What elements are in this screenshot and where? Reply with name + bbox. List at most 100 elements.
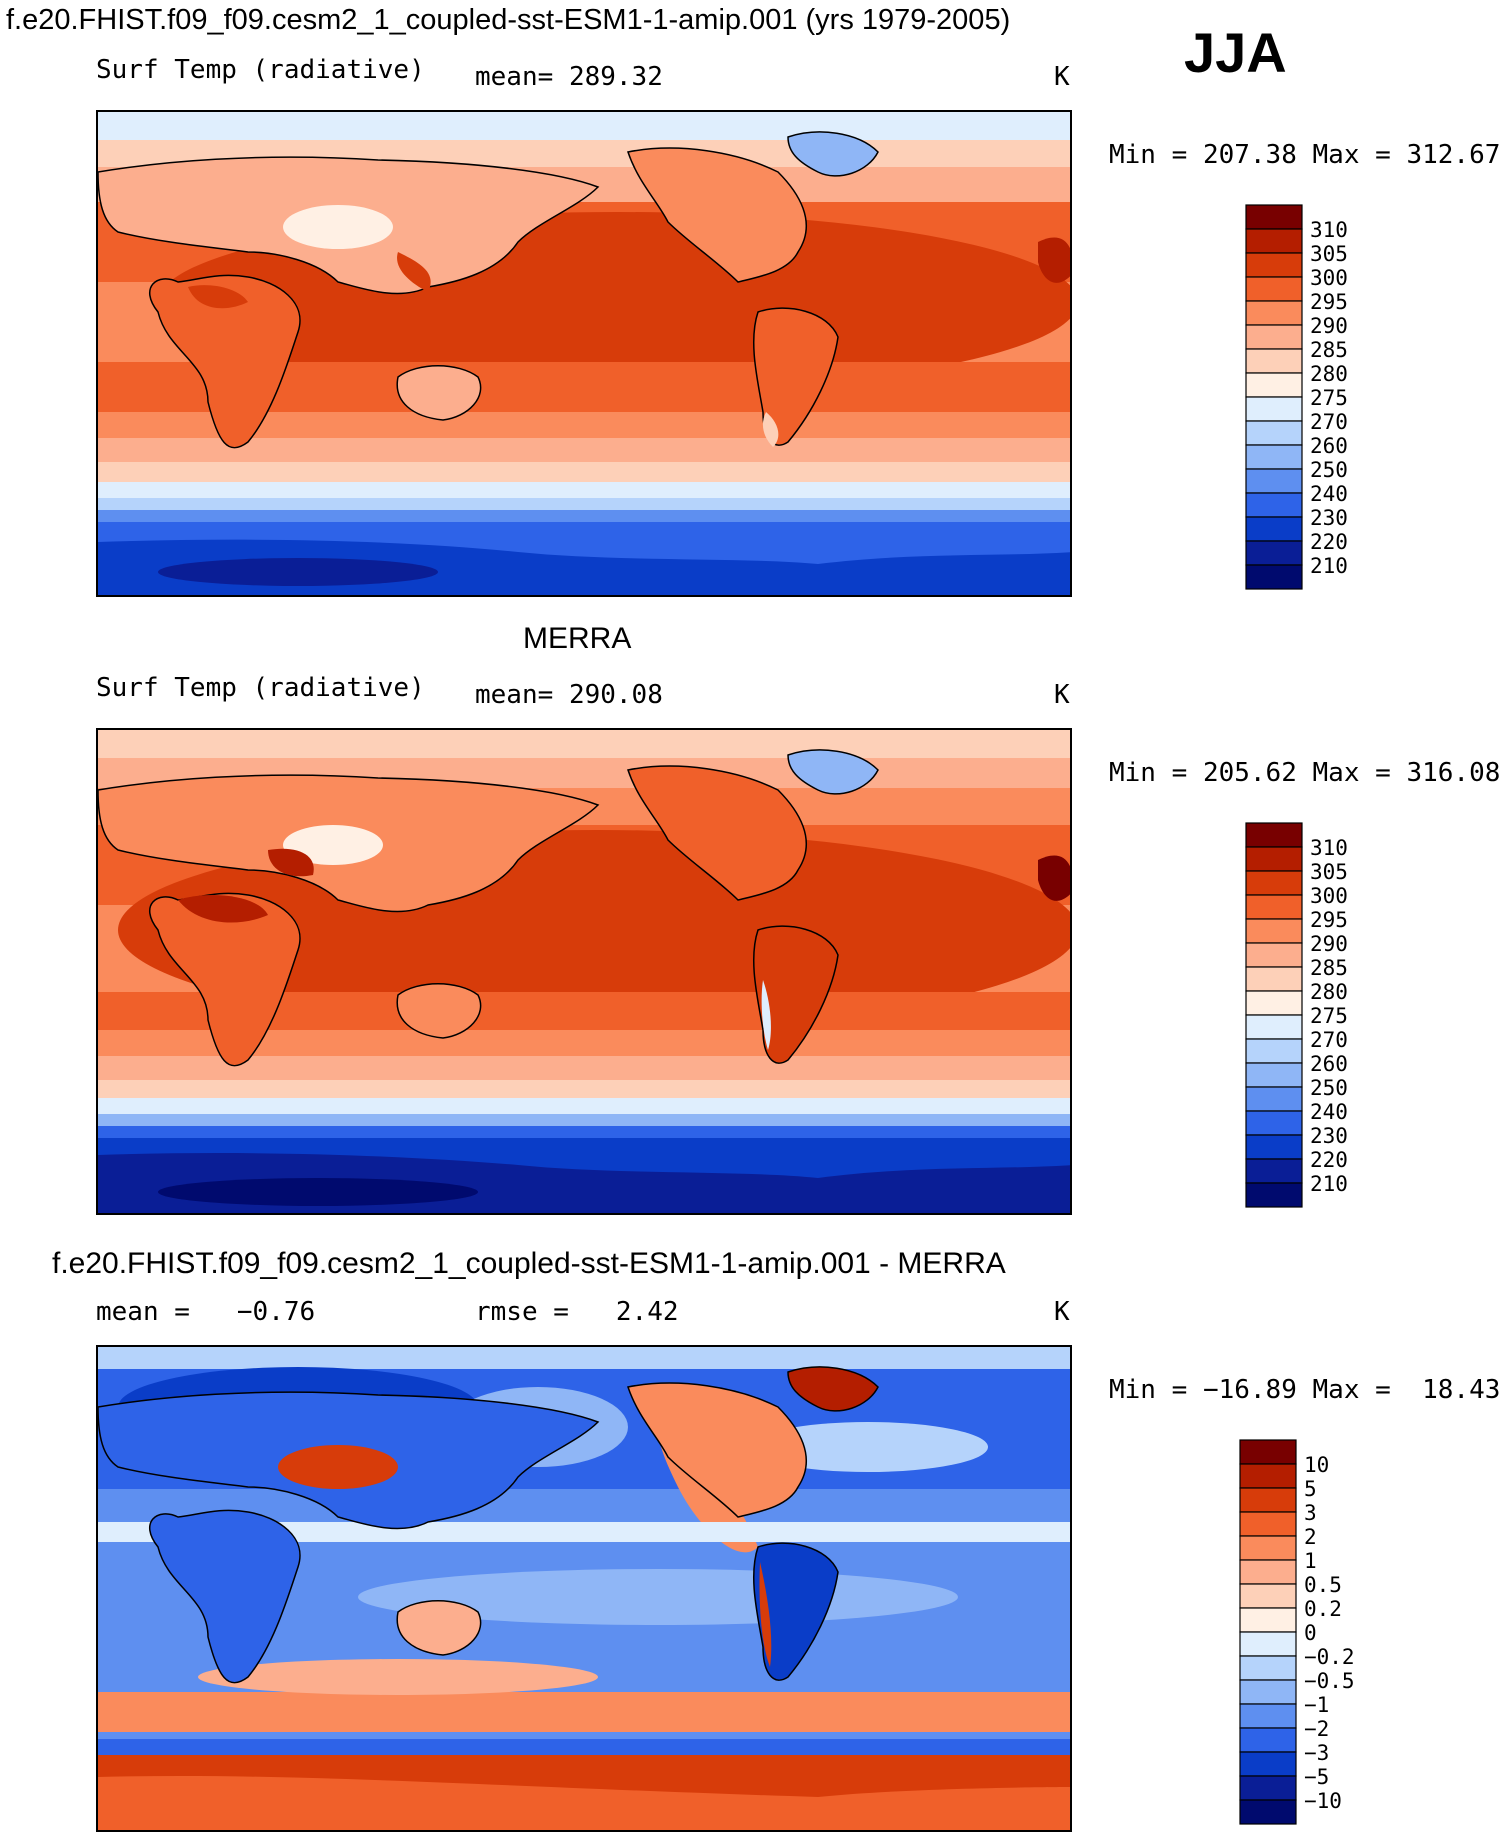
colorbar-swatch xyxy=(1245,1134,1303,1160)
panel1-antarctic-plateau xyxy=(158,558,438,586)
panel3-map-svg xyxy=(98,1347,1070,1830)
colorbar-swatch xyxy=(1245,1086,1303,1112)
colorbar-tick-label: 230 xyxy=(1310,506,1348,530)
colorbar-swatch xyxy=(1245,540,1303,566)
colorbar-tick-label: 290 xyxy=(1310,932,1348,956)
colorbar-swatch xyxy=(1245,894,1303,920)
panel3-max-value: 18.43 xyxy=(1422,1375,1500,1405)
colorbar-tick-label: 220 xyxy=(1310,1148,1348,1172)
panel3-africa xyxy=(149,1509,301,1684)
colorbar-swatch xyxy=(1245,1110,1303,1136)
panel1-south-cool-band xyxy=(98,462,1070,484)
panel1-min-label: Min = xyxy=(1109,140,1188,170)
colorbar-swatch xyxy=(1245,300,1303,326)
panel1-india xyxy=(397,252,431,292)
panel3-title: f.e20.FHIST.f09_f09.cesm2_1_coupled-sst-… xyxy=(52,1247,1006,1280)
colorbar-swatch xyxy=(1245,228,1303,254)
panel1-max-value: 312.67 xyxy=(1406,140,1500,170)
panel2-antarctic-plateau xyxy=(158,1178,478,1206)
colorbar-swatch xyxy=(1245,822,1303,848)
panel1-colorbar: 310 305 300 295 290 285 280 275 270 260 250 240 230 2… xyxy=(1245,204,1446,590)
colorbar-swatch xyxy=(1239,1751,1297,1777)
colorbar-swatch xyxy=(1245,990,1303,1016)
colorbar-tick-label: 305 xyxy=(1310,860,1348,884)
colorbar-swatch xyxy=(1245,564,1303,590)
panel1-southern-ocean-band xyxy=(98,482,1070,500)
panel1-variable: Surf Temp (radiative) xyxy=(96,55,425,85)
colorbar-tick-label: 0.5 xyxy=(1304,1573,1342,1597)
panel3-australia xyxy=(396,1600,482,1656)
panel2-sahara xyxy=(178,895,268,923)
colorbar-tick-label: −0.5 xyxy=(1304,1669,1355,1693)
panel2-africa xyxy=(149,892,301,1067)
panel3-andes-warm xyxy=(759,1562,772,1667)
panel2-max-value: 316.08 xyxy=(1406,758,1500,788)
colorbar-tick-label: −0.2 xyxy=(1304,1645,1355,1669)
colorbar-tick-label: 290 xyxy=(1310,314,1348,338)
colorbar-swatch xyxy=(1239,1511,1297,1537)
colorbar-swatch xyxy=(1245,444,1303,470)
panel2-south-mid2-band xyxy=(98,1056,1070,1082)
colorbar-swatch xyxy=(1239,1535,1297,1561)
panel2-map xyxy=(96,728,1072,1215)
colorbar-swatch xyxy=(1245,324,1303,350)
panel1-sea-ice-band xyxy=(98,510,1070,524)
panel2-andes xyxy=(761,980,771,1050)
colorbar-tick-label: 270 xyxy=(1310,1028,1348,1052)
panel2-mean: mean= 290.08 xyxy=(475,680,663,710)
panel2-max-label: Max = xyxy=(1312,758,1391,788)
colorbar-tick-label: 305 xyxy=(1310,242,1348,266)
panel2-sea-ice-band xyxy=(98,1126,1070,1140)
colorbar-tick-label: 260 xyxy=(1310,434,1348,458)
colorbar-swatch xyxy=(1245,516,1303,542)
panel3-south-indian xyxy=(198,1659,598,1695)
colorbar-swatch xyxy=(1239,1655,1297,1681)
colorbar-tick-label: 2 xyxy=(1304,1525,1317,1549)
colorbar-swatch xyxy=(1245,870,1303,896)
season-label: JJA xyxy=(1184,21,1287,84)
colorbar-swatch xyxy=(1239,1631,1297,1657)
colorbar-swatch xyxy=(1245,846,1303,872)
colorbar-tick-label: 250 xyxy=(1310,1076,1348,1100)
colorbar-swatch xyxy=(1245,468,1303,494)
panel2-sea-ice-edge xyxy=(98,1114,1070,1128)
panel1-north-america xyxy=(627,147,807,283)
panel1-minmax: Min = 207.38 Max = 312.67 xyxy=(1109,140,1500,170)
colorbar-tick-label: 280 xyxy=(1310,980,1348,1004)
panel1-map-svg xyxy=(98,112,1070,595)
panel1-south-mid2-band xyxy=(98,438,1070,464)
panel2-colorbar-svg: 3103053002952902852802752702602502402302… xyxy=(1245,822,1348,1208)
panel1-patagonia xyxy=(762,412,779,447)
panel2-north-america xyxy=(627,765,807,901)
colorbar-swatch xyxy=(1239,1607,1297,1633)
panel3-min-label: Min = xyxy=(1109,1375,1188,1405)
colorbar-swatch xyxy=(1239,1727,1297,1753)
panel1-min-value: 207.38 xyxy=(1202,140,1297,170)
panel3-antarctica xyxy=(98,1776,1070,1830)
colorbar-tick-label: 210 xyxy=(1310,554,1348,578)
panel3-south-america xyxy=(753,1542,839,1681)
panel1-greenland xyxy=(787,131,879,177)
panel1-sea-ice-edge xyxy=(98,498,1070,512)
colorbar-swatch xyxy=(1239,1559,1297,1585)
colorbar-swatch xyxy=(1245,252,1303,278)
panel3-ice-edge-cold xyxy=(98,1739,1070,1757)
colorbar-swatch xyxy=(1245,942,1303,968)
colorbar-swatch xyxy=(1245,966,1303,992)
colorbar-tick-label: 295 xyxy=(1310,908,1348,932)
colorbar-tick-label: 0 xyxy=(1304,1621,1317,1645)
colorbar-swatch xyxy=(1245,1062,1303,1088)
colorbar-tick-label: 300 xyxy=(1310,884,1348,908)
colorbar-swatch xyxy=(1239,1703,1297,1729)
colorbar-tick-label: 275 xyxy=(1310,1004,1348,1028)
panel1-max-label: Max = xyxy=(1312,140,1391,170)
colorbar-tick-label: 310 xyxy=(1310,218,1348,242)
colorbar-swatch xyxy=(1245,204,1303,230)
panel1-australia xyxy=(396,365,482,421)
panel3-greenland xyxy=(787,1366,879,1412)
panel3-map xyxy=(96,1345,1072,1832)
colorbar-tick-label: −10 xyxy=(1304,1789,1342,1813)
panel3-mean: mean = −0.76 xyxy=(96,1297,315,1327)
panel3-natlantic-light xyxy=(748,1422,988,1472)
colorbar-swatch xyxy=(1245,420,1303,446)
